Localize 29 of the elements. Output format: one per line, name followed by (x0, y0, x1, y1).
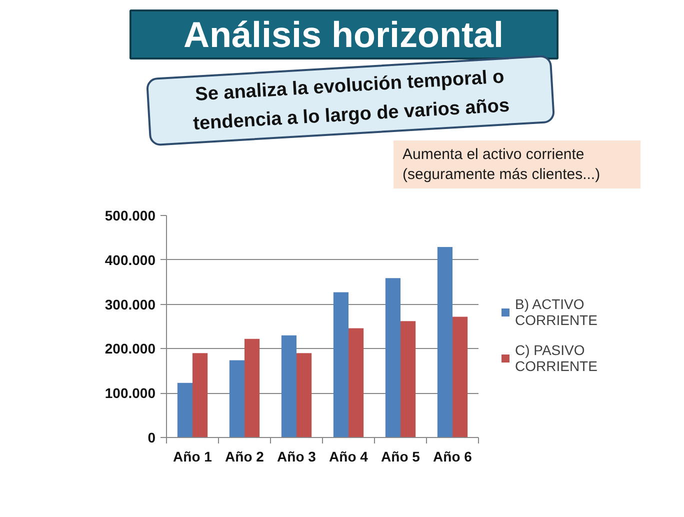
bar (296, 353, 312, 438)
y-tick-label: 100.000 (104, 385, 156, 402)
y-tick-label: 0 (148, 430, 156, 446)
bar (177, 382, 192, 438)
y-tick-label: 500.000 (104, 208, 156, 224)
bar (452, 316, 468, 438)
bar (229, 360, 244, 438)
y-tick-label: 200.000 (104, 340, 156, 357)
bar (400, 321, 416, 438)
x-tick-label: Año 1 (173, 448, 212, 464)
text: Aumenta el activo corriente (seguramente más clientes...) (402, 146, 600, 183)
bar (385, 278, 400, 438)
bar (348, 328, 364, 438)
bar (244, 338, 260, 438)
x-tick-label: Año 2 (225, 448, 264, 464)
chart-title: Análisis horizontal (183, 14, 504, 55)
x-tick-label: Año 5 (381, 448, 420, 464)
x-tick-label: Año 4 (329, 448, 368, 464)
legend-label: C) PASIVO CORRIENTE (515, 342, 598, 374)
y-tick-label: 300.000 (104, 296, 156, 312)
y-tick-label: 400.000 (104, 252, 156, 268)
bar (437, 247, 452, 438)
legend-label: B) ACTIVO CORRIENTE (515, 296, 598, 328)
bar (281, 335, 296, 438)
bar (192, 353, 208, 438)
x-tick-label: Año 6 (433, 448, 472, 464)
bar (333, 292, 348, 438)
chart-subtitle: Se analiza la evolución temporal o tendencia a lo largo de varios años (192, 66, 510, 135)
x-tick-label: Año 3 (277, 448, 316, 464)
